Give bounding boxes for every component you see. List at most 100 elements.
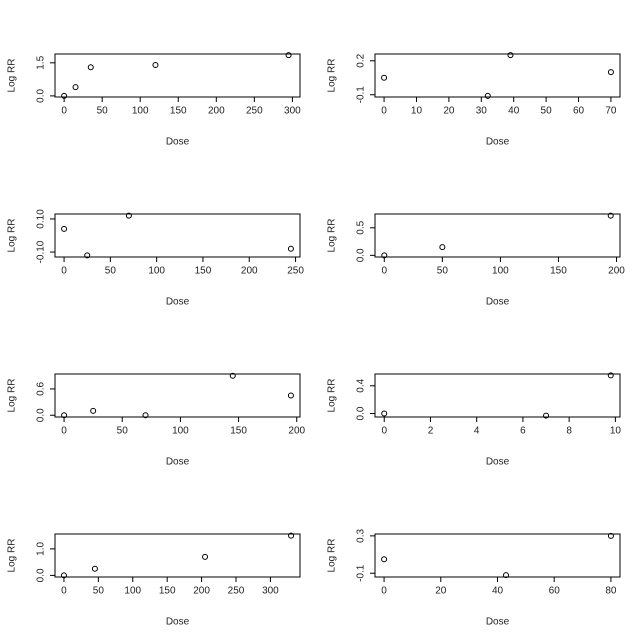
point — [381, 252, 388, 259]
point — [607, 372, 614, 379]
point — [607, 212, 614, 219]
x-tick-label: 50 — [437, 266, 449, 277]
point — [543, 412, 550, 419]
x-tick-label: 0 — [61, 266, 67, 277]
y-tick-label: 0.0 — [36, 89, 47, 103]
point — [287, 245, 294, 252]
y-tick-label: 0.10 — [36, 209, 47, 229]
point — [381, 410, 388, 417]
x-tick-label: 70 — [605, 106, 617, 117]
y-axis-label: Log RR — [7, 539, 18, 573]
x-tick-label: 100 — [132, 106, 149, 117]
x-tick-label: 8 — [566, 426, 572, 437]
x-tick-label: 6 — [520, 426, 526, 437]
x-tick-label: 150 — [159, 586, 176, 597]
y-axis-label: Log RR — [327, 59, 338, 93]
y-axis-label: Log RR — [327, 379, 338, 413]
point — [72, 84, 79, 91]
x-tick-label: 40 — [492, 586, 504, 597]
x-tick-label: 80 — [605, 586, 617, 597]
y-tick-label: 0.0 — [36, 568, 47, 582]
x-tick-label: 0 — [61, 106, 67, 117]
x-tick-label: 20 — [443, 106, 455, 117]
x-tick-label: 200 — [288, 426, 305, 437]
point — [288, 532, 295, 539]
x-tick-label: 200 — [241, 266, 258, 277]
y-axis-label: Log RR — [7, 379, 18, 413]
x-tick-label: 50 — [117, 426, 129, 437]
x-tick-label: 0 — [381, 426, 387, 437]
x-tick-label: 0 — [61, 586, 67, 597]
x-tick-label: 0 — [381, 586, 387, 597]
point — [61, 412, 68, 419]
point — [503, 572, 510, 579]
point — [125, 212, 132, 219]
x-axis-label: Dose — [166, 297, 190, 308]
point — [507, 52, 514, 59]
y-tick-label: 0.4 — [356, 378, 367, 392]
x-axis-label: Dose — [486, 137, 510, 148]
point — [484, 92, 491, 99]
point — [142, 412, 149, 419]
point — [607, 532, 614, 539]
y-tick-label: -0.1 — [356, 564, 367, 582]
point — [229, 372, 236, 379]
x-tick-label: 150 — [195, 266, 212, 277]
point — [61, 225, 68, 232]
point — [202, 553, 209, 560]
x-tick-label: 0 — [61, 426, 67, 437]
x-tick-label: 60 — [549, 586, 561, 597]
x-tick-label: 100 — [492, 266, 509, 277]
x-tick-label: 10 — [411, 106, 423, 117]
x-axis-label: Dose — [486, 297, 510, 308]
x-tick-label: 50 — [97, 106, 109, 117]
x-tick-label: 0 — [381, 106, 387, 117]
x-axis-label: Dose — [486, 457, 510, 468]
point — [439, 244, 446, 251]
x-tick-label: 10 — [610, 426, 622, 437]
x-axis-label: Dose — [166, 617, 190, 628]
point — [91, 565, 98, 572]
y-tick-label: 0.0 — [356, 406, 367, 420]
x-tick-label: 2 — [428, 426, 434, 437]
x-tick-label: 100 — [172, 426, 189, 437]
x-tick-label: 20 — [435, 586, 447, 597]
x-tick-label: 200 — [608, 266, 625, 277]
x-tick-label: 250 — [246, 106, 263, 117]
plot-box — [374, 533, 621, 578]
x-tick-label: 300 — [284, 106, 301, 117]
x-tick-label: 150 — [550, 266, 567, 277]
x-tick-label: 60 — [573, 106, 585, 117]
x-tick-label: 100 — [124, 586, 141, 597]
point — [152, 62, 159, 69]
x-axis-label: Dose — [486, 617, 510, 628]
plot-box — [374, 53, 621, 98]
y-tick-label: 1.0 — [36, 541, 47, 555]
point — [381, 74, 388, 81]
y-tick-label: 0.0 — [356, 248, 367, 262]
point — [84, 252, 91, 259]
y-axis-label: Log RR — [327, 219, 338, 253]
x-tick-label: 200 — [208, 106, 225, 117]
point — [607, 69, 614, 76]
y-tick-label: 1.5 — [36, 55, 47, 69]
x-tick-label: 200 — [193, 586, 210, 597]
x-tick-label: 0 — [382, 266, 388, 277]
plot-box — [54, 373, 301, 418]
x-tick-label: 250 — [228, 586, 245, 597]
x-tick-label: 30 — [476, 106, 488, 117]
x-tick-label: 4 — [474, 426, 480, 437]
plot-box — [54, 53, 301, 98]
x-tick-label: 150 — [230, 426, 247, 437]
x-tick-label: 300 — [262, 586, 279, 597]
plot-box — [374, 213, 621, 258]
y-axis-label: Log RR — [7, 59, 18, 93]
point — [87, 64, 94, 71]
y-tick-label: 0.3 — [356, 528, 367, 542]
x-tick-label: 50 — [541, 106, 553, 117]
x-tick-label: 40 — [508, 106, 520, 117]
point — [90, 407, 97, 414]
y-tick-label: 0.0 — [36, 408, 47, 422]
y-axis-label: Log RR — [7, 219, 18, 253]
